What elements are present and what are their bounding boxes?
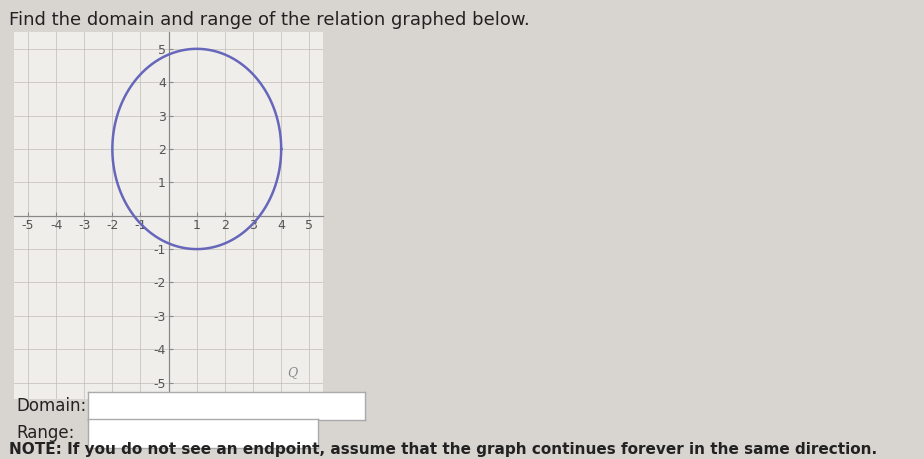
Text: Find the domain and range of the relation graphed below.: Find the domain and range of the relatio… — [9, 11, 530, 29]
Text: Range:: Range: — [17, 424, 75, 442]
Text: Q: Q — [286, 366, 298, 379]
Text: Domain:: Domain: — [17, 397, 87, 415]
Text: NOTE: If you do not see an endpoint, assume that the graph continues forever in : NOTE: If you do not see an endpoint, ass… — [9, 442, 878, 457]
